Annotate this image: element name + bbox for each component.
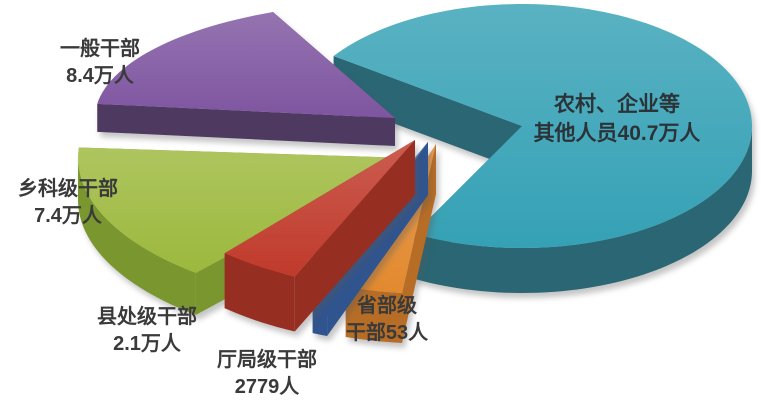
pie-slice-county-level-cadres bbox=[224, 140, 415, 332]
slice-label-line: 省部级 bbox=[357, 295, 417, 317]
pie-slice-general-cadres bbox=[97, 12, 396, 146]
slice-label-line: 干部53人 bbox=[345, 322, 429, 344]
slice-label-general-cadres: 一般干部 8.4万人 bbox=[60, 36, 140, 90]
slice-label-line: 一般干部 bbox=[60, 38, 140, 60]
slice-label-township-level: 乡科级干部 7.4万人 bbox=[18, 176, 118, 230]
pie-slice-rural-enterprise-other bbox=[333, 4, 752, 293]
slice-label-line: 乡科级干部 bbox=[18, 178, 118, 200]
slice-label-line: 农村、企业等 bbox=[554, 93, 680, 116]
slice-label-bureau-level: 厅局级干部 2779人 bbox=[217, 347, 317, 401]
slice-label-line: 2.1万人 bbox=[113, 333, 181, 355]
slice-label-county-level: 县处级干部 2.1万人 bbox=[97, 304, 197, 358]
slice-label-line: 其他人员40.7万人 bbox=[533, 122, 701, 145]
slice-label-line: 厅局级干部 bbox=[217, 349, 317, 371]
slice-label-line: 7.4万人 bbox=[34, 205, 102, 227]
slice-label-line: 8.4万人 bbox=[66, 65, 134, 87]
slice-label-line: 县处级干部 bbox=[97, 306, 197, 328]
slice-label-other-personnel: 农村、企业等 其他人员40.7万人 bbox=[534, 90, 701, 148]
slice-label-line: 2779人 bbox=[234, 376, 300, 398]
slice-label-provincial-level: 省部级 干部53人 bbox=[346, 293, 428, 347]
